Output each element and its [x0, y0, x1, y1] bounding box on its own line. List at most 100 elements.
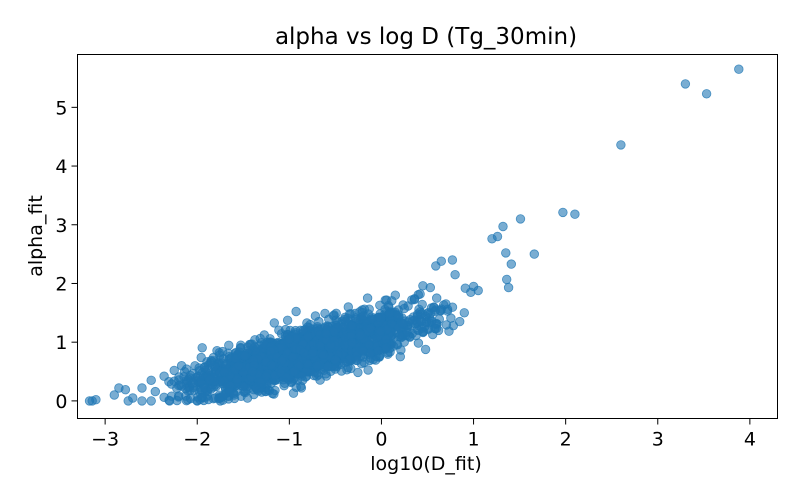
data-point — [498, 221, 508, 232]
x-tick-label: 2 — [560, 429, 572, 451]
data-point — [239, 351, 250, 361]
data-point — [169, 365, 179, 376]
data-point — [174, 391, 184, 401]
data-point — [282, 315, 293, 326]
y-tick-label: 2 — [55, 273, 67, 295]
plot-area-frame — [77, 54, 778, 419]
data-point — [384, 302, 394, 312]
data-point — [433, 325, 444, 336]
data-point — [381, 343, 391, 353]
data-point — [146, 396, 156, 406]
data-point — [502, 274, 512, 285]
data-point — [303, 331, 313, 342]
y-tick-label: 4 — [55, 156, 67, 178]
data-point — [420, 344, 431, 355]
data-point — [529, 249, 540, 259]
data-point — [288, 352, 298, 363]
data-point — [407, 295, 417, 305]
data-points — [84, 64, 744, 406]
data-point — [362, 293, 373, 303]
data-point — [570, 209, 580, 219]
data-point — [503, 282, 514, 293]
data-point — [255, 333, 265, 344]
y-axis: 0 1 2 3 4 5 — [55, 97, 78, 413]
data-point — [238, 381, 249, 391]
data-point — [215, 396, 226, 406]
data-point — [204, 374, 215, 385]
data-point — [402, 327, 412, 337]
data-point — [413, 325, 424, 336]
data-point — [558, 207, 568, 218]
data-point — [431, 261, 441, 271]
data-point — [468, 281, 479, 292]
x-tick-label: 4 — [744, 429, 756, 451]
data-point — [432, 293, 442, 303]
data-point — [314, 316, 324, 327]
data-point — [330, 364, 341, 374]
data-point — [405, 315, 415, 325]
data-point — [680, 79, 691, 89]
data-point — [355, 330, 366, 341]
data-point — [291, 306, 301, 317]
data-point — [309, 370, 319, 381]
data-point — [277, 356, 287, 366]
data-point — [150, 386, 161, 397]
data-point — [179, 372, 189, 382]
data-point — [347, 338, 357, 348]
data-point — [256, 377, 266, 388]
data-point — [339, 358, 350, 368]
data-point — [109, 390, 120, 400]
data-point — [393, 310, 404, 320]
data-point — [441, 299, 451, 309]
data-point — [84, 396, 95, 406]
data-point — [343, 302, 354, 312]
x-tick-label: 3 — [652, 429, 664, 451]
x-axis-label: log10(D_fit) — [370, 453, 482, 475]
y-tick-label: 5 — [55, 97, 67, 119]
data-point — [338, 322, 348, 333]
data-point — [312, 361, 322, 371]
data-point — [245, 339, 256, 350]
data-point — [616, 140, 626, 150]
data-point — [247, 366, 258, 377]
data-point — [506, 259, 517, 269]
data-point — [395, 331, 405, 342]
x-tick-label: −2 — [183, 429, 211, 451]
data-point — [203, 365, 214, 375]
y-tick-label: 0 — [55, 391, 67, 413]
y-tick-label: 1 — [55, 332, 67, 354]
data-point — [280, 378, 290, 389]
data-point — [363, 365, 373, 375]
data-point — [701, 89, 712, 99]
data-point — [459, 308, 470, 318]
data-point — [318, 350, 329, 360]
data-point — [734, 64, 744, 74]
data-point — [214, 348, 225, 358]
data-point — [375, 326, 386, 337]
data-point — [146, 375, 156, 386]
data-point — [269, 318, 280, 328]
data-point — [284, 334, 295, 344]
data-point — [447, 255, 458, 265]
data-point — [450, 270, 460, 280]
data-point — [288, 388, 299, 398]
data-point — [137, 396, 147, 406]
data-point — [353, 367, 363, 378]
data-point — [398, 318, 408, 329]
data-point — [320, 308, 330, 319]
data-point — [137, 383, 147, 393]
x-axis: −3 −2 −1 0 1 2 3 4 — [91, 418, 756, 451]
data-point — [308, 348, 318, 358]
data-point — [395, 352, 406, 362]
data-point — [390, 290, 401, 300]
data-point — [321, 328, 331, 339]
data-point — [413, 338, 424, 348]
data-point — [326, 340, 336, 350]
data-point — [381, 334, 391, 344]
data-point — [159, 371, 169, 381]
data-point — [455, 316, 465, 327]
x-tick-label: 0 — [375, 429, 387, 451]
data-point — [194, 363, 204, 373]
